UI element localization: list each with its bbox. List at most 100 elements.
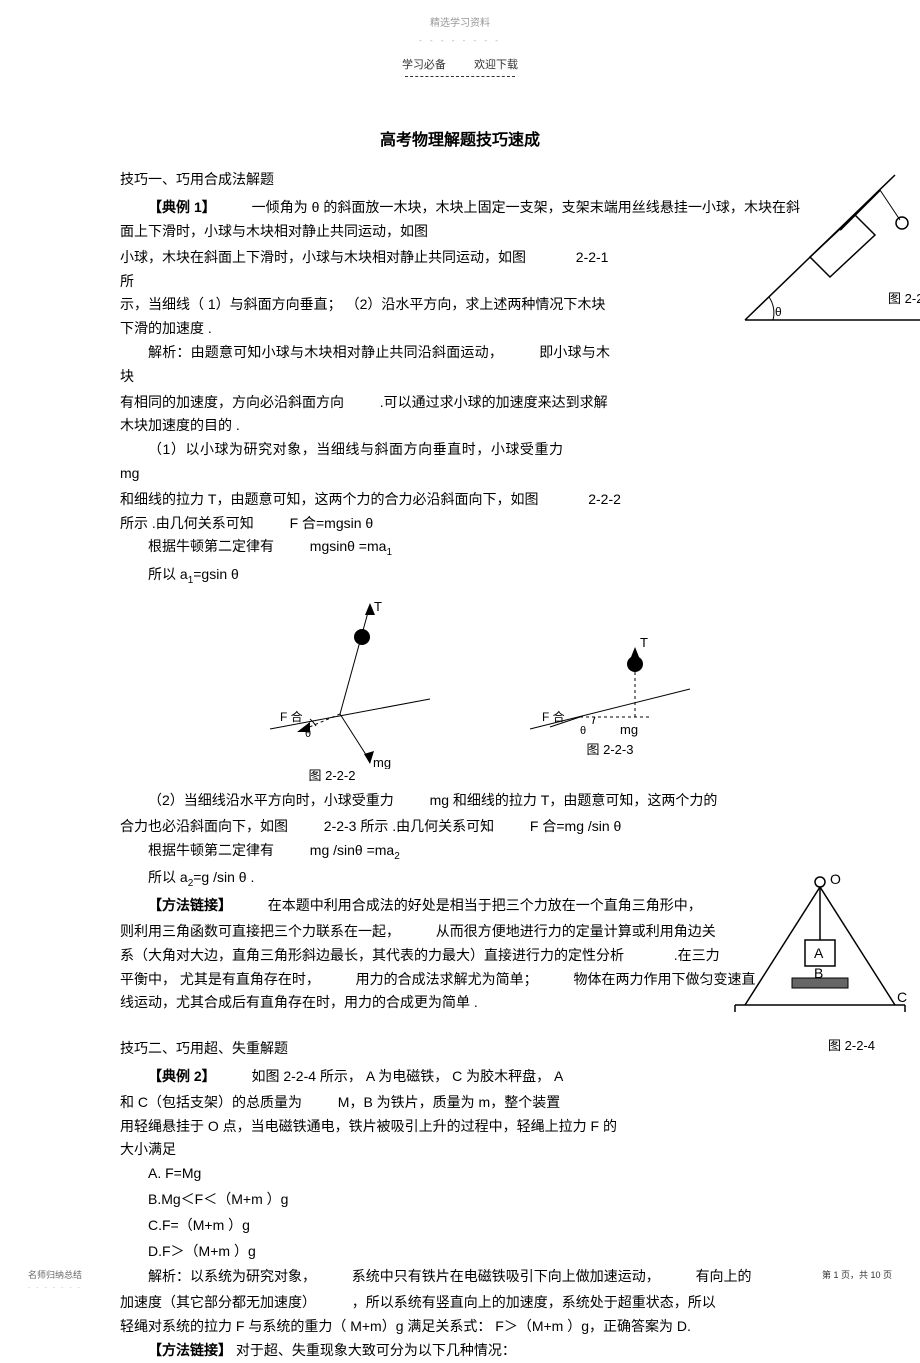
s1-p1: 【典例 1】 一倾角为 θ 的斜面放一木块，木块上固定一支架，支架末端用丝线悬挂… — [120, 196, 800, 244]
s1-m2-line: 则利用三角函数可直接把三个力联系在一起， 从而很方便地进行力的定量计算或利用角边… — [120, 920, 800, 944]
example1-label: 【典例 1】 — [148, 199, 216, 215]
s2-ex2c: M，B 为铁片，质量为 m，整个装置 — [338, 1094, 560, 1110]
diagram-block: θ T F 合 mg 图 2-2-2 θ T F 合 mg 图 2-2-3 — [120, 599, 800, 779]
s1-p7a: 根据牛顿第二定律有 — [148, 842, 274, 858]
s2-ex2b-line: 和 C（包括支架）的总质量为 M，B 为铁片，质量为 m，整个装置 — [120, 1091, 800, 1115]
s1-p3e: 所示 .由几何关系可知 — [120, 515, 254, 531]
header-sub-left: 学习必备 — [402, 59, 446, 71]
s1-method: 【方法链接】 在本题中利用合成法的好处是相当于把三个力放在一个直角三角形中， — [120, 894, 800, 918]
s1-m4: 系（大角对大边，直角三角形斜边最长，其代表的力最大）直接进行力的定性分析 — [120, 947, 624, 963]
method2-label: 【方法链接】 — [148, 1342, 232, 1358]
footer-dots-left: - - - - - - - — [28, 1283, 82, 1295]
hanging-B: B — [814, 965, 823, 981]
s2-sold-line: 加速度（其它部分都无加速度） ，所以系统有竖直向上的加速度，系统处于超重状态，所… — [120, 1291, 800, 1315]
s2-sole: ，所以系统有竖直向上的加速度，系统处于超重状态，所以 — [352, 1294, 716, 1310]
s2-solf: 轻绳对系统的拉力 F 与系统的重力（ M+m）g 满足关系式： F＞（M+m ）… — [120, 1315, 800, 1339]
s1-p5: 所以 a1=gsin θ — [120, 563, 800, 589]
s1-p8a: 所以 a — [148, 869, 188, 885]
diagram-222-svg: θ T F 合 mg — [260, 599, 440, 769]
s1-p7sub: 2 — [394, 850, 400, 861]
d222-T: T — [374, 599, 382, 614]
s1-m8: 物体在两力作用下做匀变速直 — [573, 971, 755, 987]
s1-p6e: F 合=mg /sin θ — [530, 818, 621, 834]
section1-heading: 技巧一、巧用合成法解题 — [120, 168, 800, 192]
s1-p5b: =gsin θ — [193, 566, 239, 582]
hanging-A: A — [814, 945, 824, 961]
s1-p2e: 木块加速度的目的 . — [120, 414, 800, 438]
main-content: 技巧一、巧用合成法解题 【典例 1】 一倾角为 θ 的斜面放一木块，木块上固定一… — [0, 168, 920, 1362]
diagram-223-svg: θ T F 合 mg — [520, 619, 700, 749]
hanging-svg: O A B C — [730, 870, 910, 1030]
example2-label: 【典例 2】 — [148, 1068, 216, 1084]
s1-m5: .在三力 — [674, 947, 720, 963]
s1-p2c: 有相同的加速度，方向必沿斜面方向 — [120, 394, 344, 410]
s1-m9: 线运动，尤其合成后有直角存在时，用力的合成更为简单 . — [120, 991, 800, 1015]
header-dots: - - - - - - - - — [0, 34, 920, 48]
s1-m1: 在本题中利用合成法的好处是相当于把三个力放在一个直角三角形中， — [268, 897, 702, 913]
s1-m6-line: 平衡中， 尤其是有直角存在时， 用力的合成法求解尤为简单； 物体在两力作用下做匀… — [120, 968, 800, 992]
s1-p4b: mgsinθ =ma — [310, 538, 387, 554]
s1-m4-line: 系（大角对大边，直角三角形斜边最长，其代表的力最大）直接进行力的定性分析 .在三… — [120, 944, 800, 968]
s2-ex2b: 和 C（包括支架）的总质量为 — [120, 1094, 302, 1110]
s2-sola: 解析：以系统为研究对象， — [148, 1268, 316, 1284]
s1-p3c: 和细线的拉力 T，由题意可知，这两个力的合力必沿斜面向下，如图 — [120, 491, 538, 507]
s1-m2: 则利用三角函数可直接把三个力联系在一起， — [120, 923, 400, 939]
s1-p6c-line: 合力也必沿斜面向下，如图 2-2-3 所示 .由几何关系可知 F 合=mg /s… — [120, 815, 800, 839]
s1-ex-text: 一倾角为 θ 的斜面放一木块，木块上固定一支架，支架末端用丝线悬挂一小球，木块在… — [120, 199, 800, 239]
s1-m3: 从而很方便地进行力的定量计算或利用角边关 — [436, 923, 716, 939]
s2-ex: 【典例 2】 如图 2-2-4 所示， A 为电磁铁， C 为胶木秤盘， A — [120, 1065, 800, 1089]
s1-p3e-line: 所示 .由几何关系可知 F 合=mgsin θ — [120, 512, 800, 536]
incline-diagram: θ 图 2-2-1 — [740, 160, 920, 330]
header-top-label: 精选学习资料 — [0, 0, 920, 32]
section2-heading: 技巧二、巧用超、失重解题 — [120, 1037, 800, 1061]
s1-p6d: 2-2-3 所示 .由几何关系可知 — [324, 818, 494, 834]
hanging-diagram: O A B C — [730, 870, 910, 1030]
s1-p6: （2）当细线沿水平方向时，小球受重力 mg 和细线的拉力 T，由题意可知，这两个… — [120, 789, 800, 813]
optA: A. F=Mg — [120, 1162, 800, 1186]
s1-p1x: 小球，木块在斜面上下滑时，小球与木块相对静止共同运动，如图 2-2-1 所 — [120, 246, 800, 294]
s1-p8b: =g /sin θ . — [193, 869, 254, 885]
header-underline — [405, 76, 515, 77]
footer-left: 名师归纳总结 — [28, 1268, 82, 1283]
s1-m7: 用力的合成法求解尤为简单； — [356, 971, 538, 987]
s2-solb: 系统中只有铁片在电磁铁吸引下向上做加速运动， — [352, 1268, 660, 1284]
s1-p3: （1）以小球为研究对象，当细线与斜面方向垂直时，小球受重力 mg — [120, 438, 800, 486]
d223-F: F 合 — [542, 709, 565, 724]
s1-p4a: 根据牛顿第二定律有 — [148, 538, 274, 554]
header-sub: 学习必备 欢迎下载 — [0, 56, 920, 75]
s2-ex2d: 用轻绳悬挂于 O 点，当电磁铁通电，铁片被吸引上升的过程中，轻绳上拉力 F 的大… — [120, 1115, 800, 1163]
incline-theta: θ — [775, 305, 782, 319]
fig223-caption: 图 2-2-3 — [587, 739, 634, 761]
header-sub-right: 欢迎下载 — [474, 59, 518, 71]
optB: B.Mg＜F＜（M+m ）g — [120, 1188, 800, 1212]
s1-p2: 解析：由题意可知小球与木块相对静止共同沿斜面运动， 即小球与木块 — [120, 341, 800, 389]
footer-right: 第 1 页，共 10 页 — [822, 1268, 892, 1283]
s1-p3f: F 合=mgsin θ — [290, 515, 374, 531]
s2-method: 【方法链接】 对于超、失重现象大致可分为以下几种情况： — [120, 1339, 800, 1363]
hanging-O: O — [830, 871, 841, 887]
s1-p8: 所以 a2=g /sin θ . — [120, 866, 800, 892]
d222-theta: θ — [305, 728, 311, 740]
s2-sold: 加速度（其它部分都无加速度） — [120, 1294, 316, 1310]
s1-p6a: （2）当细线沿水平方向时，小球受重力 — [148, 792, 394, 808]
diagram-223: θ T F 合 mg 图 2-2-3 — [520, 619, 700, 759]
d223-theta: θ — [580, 725, 586, 737]
fig222-caption: 图 2-2-2 — [309, 765, 356, 787]
optC: C.F=（M+m ）g — [120, 1214, 800, 1238]
s1-p5a: 所以 a — [148, 566, 188, 582]
s2-ex2a: 如图 2-2-4 所示， A 为电磁铁， C 为胶木秤盘， A — [251, 1068, 563, 1084]
hanging-C: C — [897, 989, 907, 1005]
s1-p3c-line: 和细线的拉力 T，由题意可知，这两个力的合力必沿斜面向下，如图 2-2-2 — [120, 488, 800, 512]
s1-p6b: mg 和细线的拉力 T，由题意可知，这两个力的 — [430, 792, 718, 808]
s1-p6c: 合力也必沿斜面向下，如图 — [120, 818, 288, 834]
d222-F: F 合 — [280, 709, 303, 724]
fig224-caption: 图 2-2-4 — [828, 1035, 875, 1057]
s1-p4sub: 1 — [386, 547, 392, 558]
s2-solc: 有向上的 — [696, 1268, 752, 1284]
s1-p2a: 解析：由题意可知小球与木块相对静止共同沿斜面运动， — [148, 344, 503, 360]
s2-sol: 解析：以系统为研究对象， 系统中只有铁片在电磁铁吸引下向上做加速运动， 有向上的 — [120, 1265, 800, 1289]
s1-p7b: mg /sinθ =ma — [310, 842, 394, 858]
optD: D.F＞（M+m ）g — [120, 1240, 800, 1264]
s1-p7: 根据牛顿第二定律有 mg /sinθ =ma2 — [120, 839, 800, 865]
s1-p2d: .可以通过求小球的加速度来达到求解 — [380, 394, 608, 410]
